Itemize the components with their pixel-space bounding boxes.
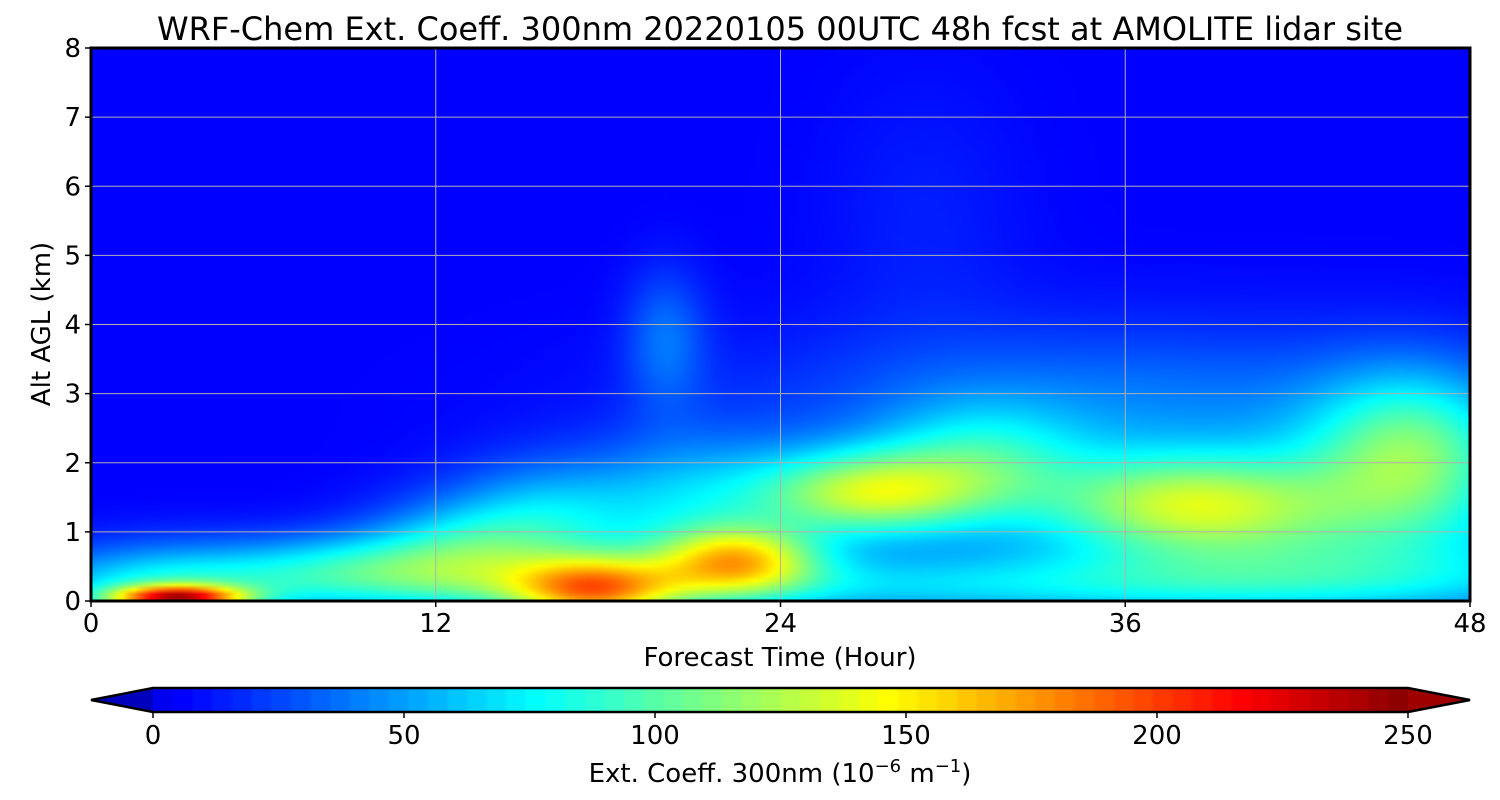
y-tick-label: 8 (64, 34, 81, 64)
x-axis: 0 12 24 36 48 (83, 601, 1487, 639)
colorbar-ticks: 0 50 100 150 200 250 (145, 712, 1433, 751)
y-tick-label: 5 (64, 241, 81, 271)
x-tick-label: 12 (419, 609, 452, 639)
y-tick-label: 0 (64, 587, 81, 617)
y-tick-label: 1 (64, 518, 81, 548)
x-tick-label: 0 (83, 609, 100, 639)
colorbar-tick-label: 50 (387, 721, 420, 751)
colorbar-gradient (153, 688, 1408, 712)
y-tick-label: 3 (64, 380, 81, 410)
y-tick-label: 6 (64, 172, 81, 202)
colorbar-extend-high (1408, 688, 1470, 712)
x-axis-label: Forecast Time (Hour) (643, 643, 916, 673)
x-tick-label: 24 (764, 609, 797, 639)
y-axis-label: Alt AGL (km) (27, 242, 57, 406)
x-tick-label: 48 (1453, 609, 1486, 639)
y-axis: 0 1 2 3 4 5 6 7 8 (64, 34, 91, 617)
y-tick-label: 2 (64, 449, 81, 479)
plot-area (89, 46, 1472, 603)
colorbar-label: Ext. Coeff. 300nm (10−6 m−1) (589, 756, 972, 789)
y-tick-label: 7 (64, 103, 81, 133)
colorbar-tick-label: 0 (145, 721, 162, 751)
colorbar-tick-label: 200 (1132, 721, 1182, 751)
y-tick-label: 4 (64, 311, 81, 341)
colorbar-tick-label: 250 (1383, 721, 1433, 751)
colorbar-tick-label: 150 (881, 721, 931, 751)
colorbar: 0 50 100 150 200 250 Ext. Coeff. 300nm (10−6 … (90, 686, 1471, 789)
chart-title: WRF-Chem Ext. Coeff. 300nm 20220105 00UT… (157, 10, 1403, 48)
colorbar-extend-low (91, 688, 153, 712)
colorbar-tick-label: 100 (630, 721, 680, 751)
x-tick-label: 36 (1109, 609, 1142, 639)
